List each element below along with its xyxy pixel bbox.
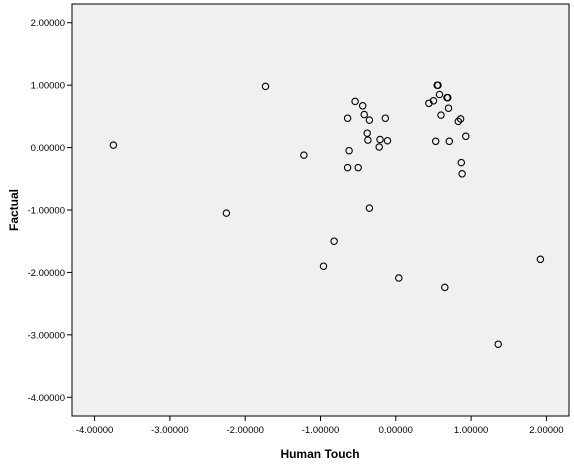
data-point: [375, 143, 383, 151]
data-point: [351, 97, 359, 106]
y-tick-label: 1.00000: [31, 81, 65, 92]
data-point: [364, 136, 372, 144]
data-point: [431, 137, 440, 146]
data-point: [319, 262, 328, 270]
x-tick-label: 1.00000: [454, 425, 488, 436]
y-tick-label: 2.00000: [31, 18, 65, 29]
data-point: [458, 170, 466, 178]
data-point: [365, 116, 374, 124]
x-tick-label: -4.00000: [76, 425, 114, 436]
data-point: [345, 146, 353, 155]
x-tick-label: 0.00000: [379, 425, 413, 436]
data-point: [354, 163, 362, 172]
data-point: [445, 137, 454, 146]
data-point: [376, 135, 384, 144]
data-point: [363, 129, 371, 137]
y-tick-label: -2.00000: [27, 268, 65, 279]
x-axis-title: Human Touch: [280, 447, 359, 461]
y-tick-label: -3.00000: [27, 330, 65, 341]
data-point: [360, 110, 368, 119]
data-point: [435, 90, 444, 99]
data-point: [444, 104, 453, 112]
data-point: [454, 117, 463, 126]
data-point: [456, 115, 465, 123]
x-tick-label: -1.00000: [302, 425, 340, 436]
x-tick-label: 2.00000: [529, 425, 563, 436]
data-point: [330, 237, 338, 245]
data-point: [222, 209, 231, 217]
data-point: [381, 114, 390, 122]
data-point: [457, 158, 466, 167]
data-point: [365, 204, 374, 212]
data-point: [300, 151, 308, 159]
data-point: [343, 163, 352, 172]
data-point: [437, 111, 445, 119]
data-points: [109, 81, 545, 348]
y-axis-title: Factual: [7, 189, 21, 231]
y-tick-label: -1.00000: [27, 206, 65, 217]
data-point: [494, 340, 502, 348]
data-point: [395, 274, 403, 282]
x-axis-ticks: -4.00000 -3.00000 -2.00000 -1.00000 0.00000 1…: [76, 416, 564, 436]
data-point: [444, 93, 452, 102]
data-point: [434, 81, 442, 89]
data-point: [383, 136, 392, 145]
data-point: [441, 283, 449, 292]
data-point: [462, 132, 470, 141]
data-point: [343, 114, 352, 122]
data-point: [536, 255, 545, 264]
data-point: [109, 141, 118, 149]
y-axis-ticks: -4.00000 -3.00000 -2.00000 -1.00000 0.00000 1…: [27, 18, 72, 404]
data-point: [429, 97, 438, 105]
data-point: [358, 102, 367, 110]
plot-area: [71, 3, 570, 417]
x-tick-label: -2.00000: [226, 425, 264, 436]
y-tick-label: -4.00000: [27, 393, 65, 404]
data-point: [261, 82, 270, 91]
x-tick-label: -3.00000: [151, 425, 189, 436]
y-tick-label: 0.00000: [31, 143, 65, 154]
